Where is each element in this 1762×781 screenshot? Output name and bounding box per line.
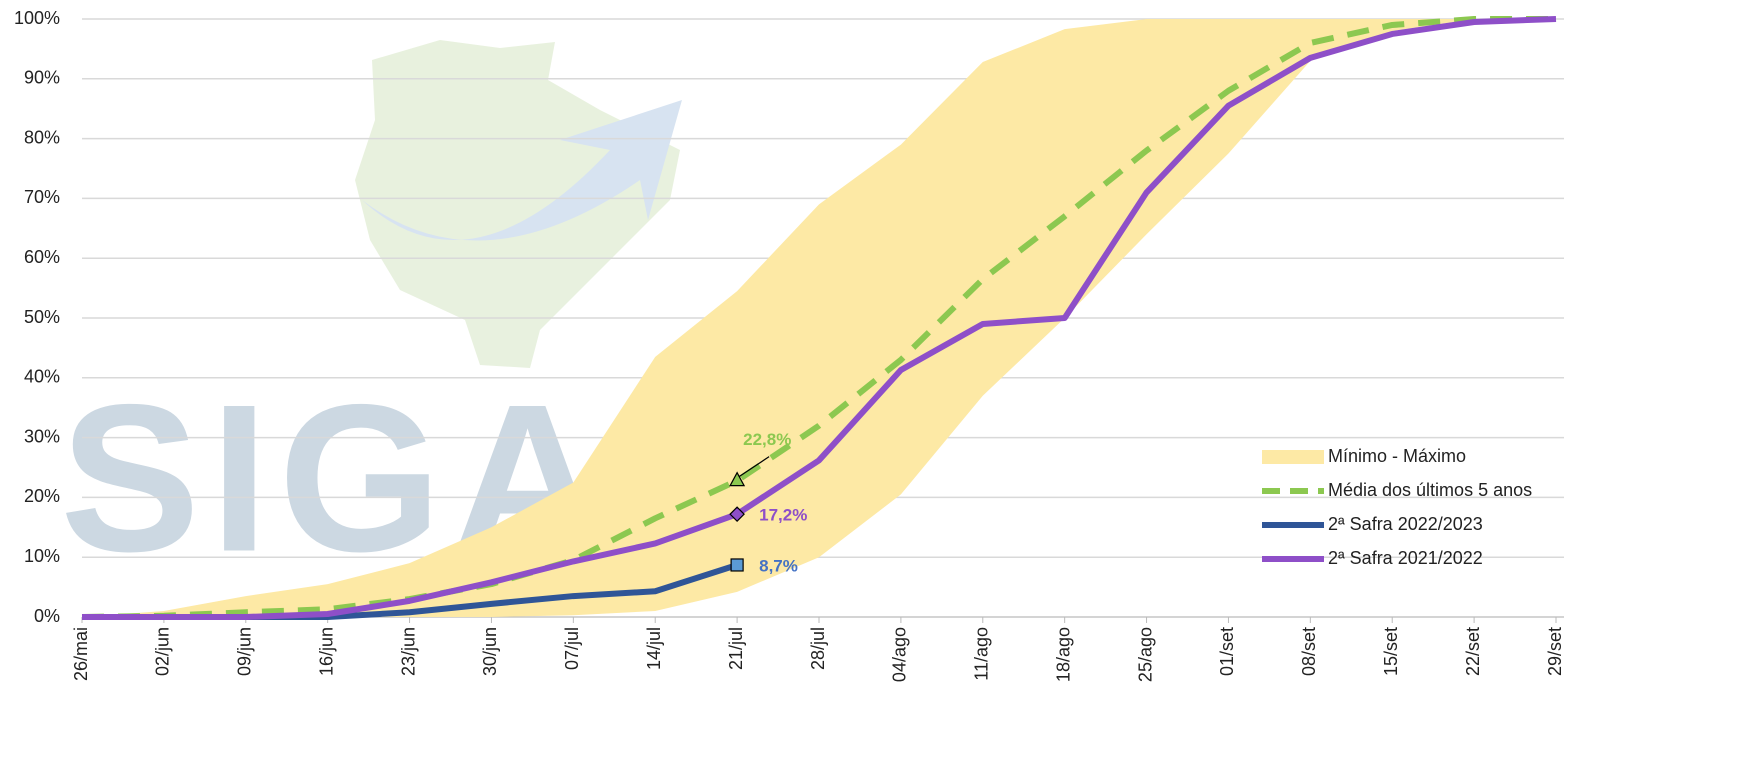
x-tick-label: 16/jun xyxy=(316,627,336,676)
x-tick-label: 11/ago xyxy=(972,627,992,681)
y-tick-label: 50% xyxy=(24,307,60,327)
x-tick-label: 02/jun xyxy=(153,627,173,676)
marker xyxy=(729,506,745,522)
x-tick-label: 07/jul xyxy=(562,627,582,670)
x-tick-label: 08/set xyxy=(1299,627,1319,676)
watermark-map xyxy=(355,40,682,368)
y-tick-label: 10% xyxy=(24,546,60,566)
x-tick-label: 25/ago xyxy=(1135,627,1155,682)
legend-swatch xyxy=(1262,450,1324,464)
data-label: 22,8% xyxy=(743,430,791,449)
x-tick-label: 28/jul xyxy=(808,627,828,670)
y-tick-label: 60% xyxy=(24,247,60,267)
legend-label: 2ª Safra 2021/2022 xyxy=(1328,548,1483,568)
x-tick-label: 15/set xyxy=(1381,627,1401,676)
marker xyxy=(730,558,744,572)
y-tick-label: 0% xyxy=(34,606,60,626)
x-tick-label: 26/mai xyxy=(71,627,91,681)
x-tick-label: 04/ago xyxy=(890,627,910,682)
x-tick-label: 29/set xyxy=(1545,627,1565,676)
x-tick-label: 21/jul xyxy=(726,627,746,670)
y-tick-label: 30% xyxy=(24,426,60,446)
x-tick-label: 01/set xyxy=(1217,627,1237,676)
y-tick-label: 20% xyxy=(24,486,60,506)
x-tick-label: 23/jun xyxy=(398,627,418,676)
series-line xyxy=(81,16,1556,620)
legend-label: 2ª Safra 2022/2023 xyxy=(1328,514,1483,534)
min-max-band xyxy=(82,19,1556,617)
legend-label: Mínimo - Máximo xyxy=(1328,446,1466,466)
legend-label: Média dos últimos 5 anos xyxy=(1328,480,1532,500)
y-tick-label: 90% xyxy=(24,68,60,88)
series-line xyxy=(82,16,1557,620)
y-tick-label: 40% xyxy=(24,367,60,387)
x-tick-label: 30/jun xyxy=(480,627,500,676)
x-tick-label: 09/jun xyxy=(235,627,255,676)
marker xyxy=(729,471,746,487)
data-label: 17,2% xyxy=(759,506,807,525)
label-leader xyxy=(738,456,770,478)
y-tick-label: 100% xyxy=(14,8,60,28)
data-label: 8,7% xyxy=(759,556,798,575)
y-tick-label: 80% xyxy=(24,127,60,147)
y-tick-label: 70% xyxy=(24,187,60,207)
x-tick-label: 18/ago xyxy=(1053,627,1073,682)
x-tick-label: 14/jul xyxy=(644,627,664,670)
x-tick-label: 22/set xyxy=(1463,627,1483,676)
